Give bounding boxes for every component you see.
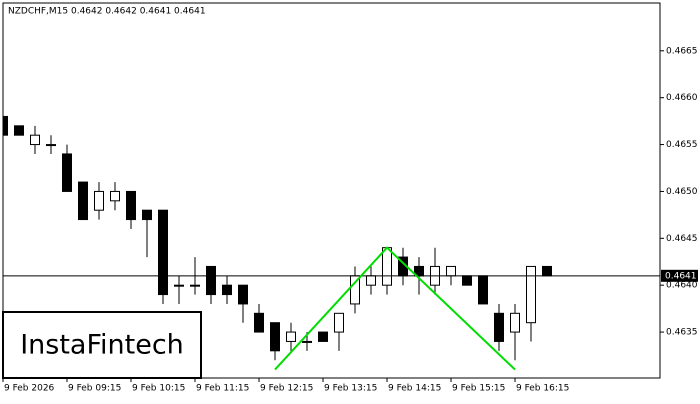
y-tick-label: 0.4650 xyxy=(666,187,698,197)
y-tick-label: 0.4645 xyxy=(666,234,698,244)
x-tick-label: 9 Feb 14:15 xyxy=(388,384,441,394)
candle-body xyxy=(510,312,520,333)
candle-body xyxy=(110,190,120,202)
candle-body xyxy=(222,284,232,296)
x-tick-label: 9 Feb 11:15 xyxy=(196,384,249,394)
chart-title: NZDCHF,M15 0.4642 0.4642 0.4641 0.4641 xyxy=(8,7,206,17)
y-tick-label: 0.4635 xyxy=(666,328,698,338)
x-tick-label: 9 Feb 15:15 xyxy=(452,384,505,394)
x-tick-label: 9 Feb 16:15 xyxy=(516,384,569,394)
x-tick-label: 9 Feb 10:15 xyxy=(132,384,185,394)
candle-body xyxy=(14,125,24,136)
y-tick-label: 0.4660 xyxy=(666,93,698,103)
candle-body xyxy=(3,115,8,136)
x-tick-label: 9 Feb 12:15 xyxy=(260,384,313,394)
watermark: InstaFintech xyxy=(2,311,202,379)
candle-body xyxy=(318,331,328,342)
candle-body xyxy=(526,265,536,324)
candle-body xyxy=(46,144,56,147)
candle-body xyxy=(238,284,248,305)
candle-body xyxy=(94,190,104,211)
y-tick-label: 0.4665 xyxy=(666,46,698,56)
x-tick-label: 9 Feb 09:15 xyxy=(68,384,121,394)
watermark-box xyxy=(2,311,202,379)
x-tick-label: 9 Feb 13:15 xyxy=(324,384,377,394)
candle-body xyxy=(158,209,168,296)
candle-body xyxy=(78,181,88,221)
candle-body xyxy=(254,312,264,333)
candle-body xyxy=(366,275,376,286)
x-tick-label: 9 Feb 2026 xyxy=(4,384,55,394)
pattern-line xyxy=(274,246,516,371)
candle-body xyxy=(478,275,488,305)
y-tick-label: 0.4640 xyxy=(666,281,698,291)
candle-body xyxy=(206,265,216,296)
candle-body xyxy=(174,284,184,287)
candle-body xyxy=(462,275,472,286)
watermark-text: InstaFintech xyxy=(20,330,184,361)
candle-body xyxy=(382,247,392,286)
candle-body xyxy=(270,322,280,352)
candle-body xyxy=(494,312,504,342)
last-price-box xyxy=(661,269,698,282)
candle-body xyxy=(334,312,344,333)
candle-body xyxy=(446,265,456,277)
candle-body xyxy=(62,153,72,192)
plot xyxy=(3,107,660,371)
candle-body xyxy=(190,284,200,287)
y-tick-label: 0.4655 xyxy=(666,140,698,150)
candle-body xyxy=(286,331,296,342)
candle-body xyxy=(142,209,152,221)
candle-body xyxy=(302,340,312,343)
candle-body xyxy=(30,134,40,146)
candle-body xyxy=(542,265,552,277)
last-price-label: 0.4641 xyxy=(665,271,697,281)
candle-body xyxy=(126,190,136,221)
